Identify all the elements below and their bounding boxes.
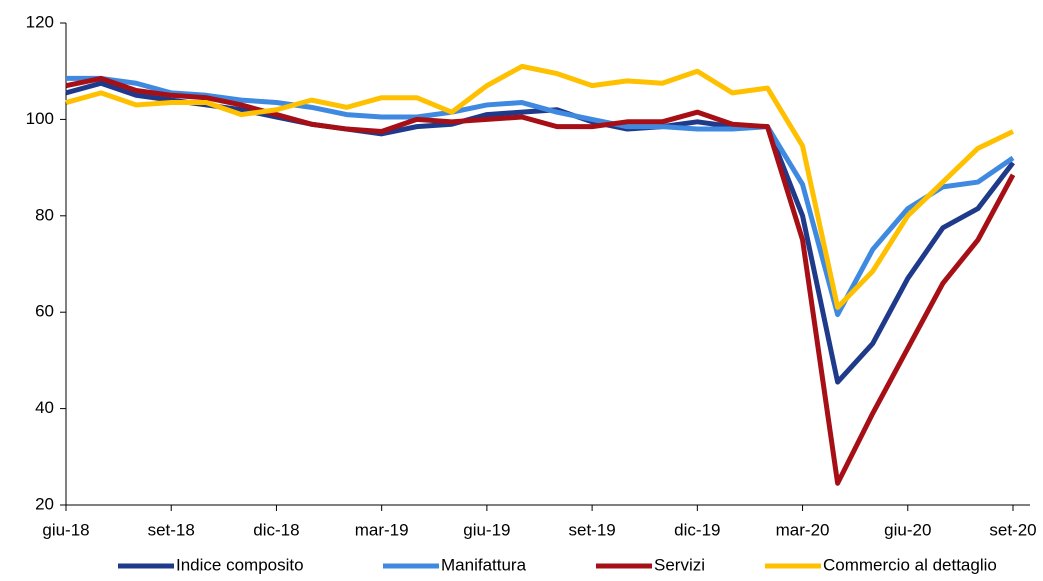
legend-label: Indice composito — [176, 555, 304, 574]
x-tick-label: giu-18 — [42, 520, 89, 539]
y-tick-label: 120 — [26, 12, 54, 31]
series-line — [65, 75, 1016, 486]
x-tick-label: dic-18 — [253, 520, 299, 539]
x-tick-label: mar-20 — [776, 520, 830, 539]
legend-label: Commercio al dettaglio — [823, 555, 997, 574]
x-tick-label: set-18 — [148, 520, 195, 539]
legend-label: Manifattura — [441, 555, 527, 574]
y-tick-label: 80 — [35, 205, 54, 224]
x-tick-label: dic-19 — [674, 520, 720, 539]
y-tick-label: 20 — [35, 494, 54, 513]
y-tick-label: 60 — [35, 302, 54, 321]
series-line — [65, 80, 1015, 385]
series-line — [66, 75, 1015, 318]
x-tick-label: mar-19 — [355, 520, 409, 539]
x-tick-label: giu-19 — [463, 520, 510, 539]
x-tick-label: set-19 — [568, 520, 615, 539]
x-tick-label: giu-20 — [884, 520, 931, 539]
x-tick-label: set-20 — [989, 520, 1036, 539]
y-tick-label: 100 — [26, 109, 54, 128]
y-tick-label: 40 — [35, 398, 54, 417]
legend-label: Servizi — [654, 555, 705, 574]
series-line — [65, 63, 1015, 310]
